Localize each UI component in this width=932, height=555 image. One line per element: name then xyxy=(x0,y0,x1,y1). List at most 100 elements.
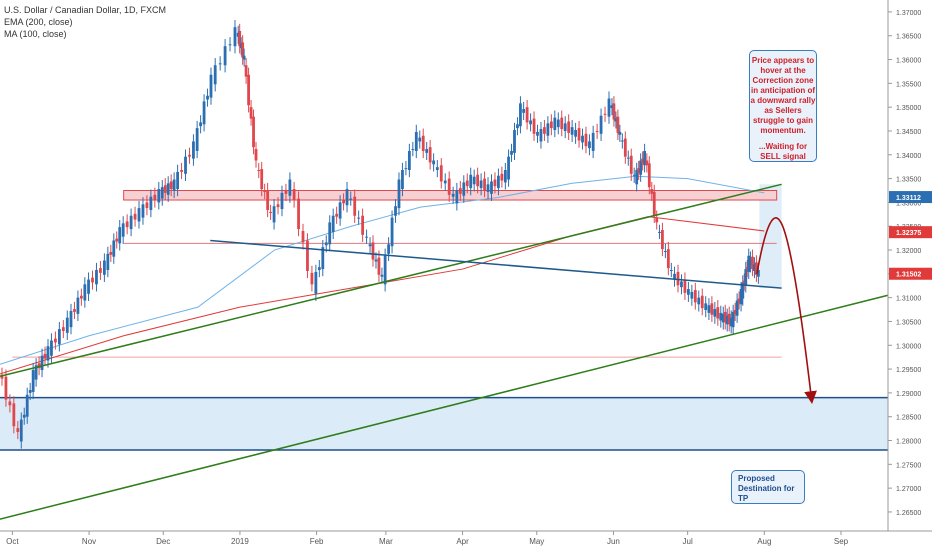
candle-body xyxy=(707,305,711,313)
candle-body xyxy=(414,131,418,151)
candle-body xyxy=(31,370,35,392)
candle-body xyxy=(629,155,633,174)
candle-body xyxy=(755,262,758,275)
candle-body xyxy=(69,310,73,328)
candle-body xyxy=(257,170,261,172)
candle-body xyxy=(252,116,255,148)
time-tick-label: Mar xyxy=(379,537,393,546)
callout-tp-text: Proposed Destination for TP xyxy=(738,474,795,503)
candle-body xyxy=(510,150,513,155)
candle-body xyxy=(157,189,161,203)
candle-body xyxy=(525,107,529,123)
candle-body xyxy=(202,101,206,125)
candle-body xyxy=(574,130,577,137)
price-tick-label: 1.35000 xyxy=(896,105,921,112)
candle-body xyxy=(102,260,106,275)
candle-body xyxy=(591,132,595,151)
candle-body xyxy=(22,414,26,418)
candle-body xyxy=(719,312,723,321)
candle-body xyxy=(310,272,314,285)
candle-body xyxy=(209,74,213,98)
candle-body xyxy=(500,173,504,181)
candle-body xyxy=(129,215,133,230)
price-tick-label: 1.37000 xyxy=(896,10,921,17)
candle-body xyxy=(553,117,557,131)
callout-correction-note: Price appears to hover at the Correction… xyxy=(749,50,817,162)
candle-body xyxy=(650,189,654,194)
candle-body xyxy=(603,113,607,115)
candle-body xyxy=(735,300,739,316)
candle-body xyxy=(577,128,581,141)
candle-body xyxy=(169,181,173,190)
candle-body xyxy=(0,374,4,379)
time-tick-label: Sep xyxy=(834,537,849,546)
candle-body xyxy=(599,115,603,134)
candle-body xyxy=(753,264,756,271)
candle-body xyxy=(428,147,432,163)
target-zone xyxy=(0,397,888,451)
candle-body xyxy=(680,281,683,288)
candle-body xyxy=(297,198,300,230)
candle-body xyxy=(172,179,176,191)
candle-body xyxy=(324,242,328,246)
callout-waiting-text: ...Waiting for SELL signal xyxy=(758,142,808,161)
trendline-upper-rising xyxy=(0,183,782,377)
candle-body xyxy=(721,313,725,323)
candle-body xyxy=(725,315,729,325)
candle-body xyxy=(276,204,280,208)
price-tick-label: 1.28000 xyxy=(896,439,921,446)
candle-body xyxy=(321,247,325,270)
time-tick-label: Jun xyxy=(607,537,620,546)
candle-body xyxy=(79,295,83,299)
candle-body xyxy=(742,280,746,284)
candle-body xyxy=(663,250,667,252)
candle-body xyxy=(263,190,267,192)
candle-body xyxy=(713,309,717,317)
candle-body xyxy=(616,116,620,133)
candle-body xyxy=(635,170,639,185)
price-badge-label: 1.31502 xyxy=(896,272,921,279)
candle-body xyxy=(529,120,532,125)
candle-body xyxy=(76,297,80,314)
candle-body xyxy=(532,118,536,134)
candle-body xyxy=(43,353,47,359)
price-tick-label: 1.33000 xyxy=(896,200,921,207)
candle-body xyxy=(125,221,129,228)
projection-arrow xyxy=(756,217,817,405)
price-tick-label: 1.34500 xyxy=(896,129,921,136)
candle-body xyxy=(192,141,195,159)
candle-body xyxy=(697,297,701,305)
candle-body xyxy=(737,298,741,303)
candle-body xyxy=(163,185,167,193)
candle-body xyxy=(349,198,353,200)
candle-body xyxy=(666,249,670,269)
price-tick-label: 1.27500 xyxy=(896,462,921,469)
candle-body xyxy=(503,170,507,183)
candle-body xyxy=(28,390,32,393)
candle-body xyxy=(425,149,429,153)
candle-body xyxy=(106,253,110,271)
trendline-rising-support xyxy=(0,294,889,520)
time-tick-label: Apr xyxy=(456,537,469,546)
candle-body xyxy=(741,282,745,299)
candle-body xyxy=(236,32,240,37)
candle-body xyxy=(61,327,65,331)
time-tick-label: Feb xyxy=(310,537,324,546)
candle-body xyxy=(99,268,102,273)
price-tick-label: 1.34000 xyxy=(896,153,921,160)
candle-body xyxy=(401,170,404,190)
candle-body xyxy=(641,158,645,164)
candle-body xyxy=(301,230,305,243)
candle-body xyxy=(284,190,288,194)
candle-body xyxy=(335,213,339,217)
candle-body xyxy=(4,376,8,400)
callout-correction-text: Price appears to hover at the Correction… xyxy=(750,56,816,135)
price-badge xyxy=(889,226,932,239)
candle-body xyxy=(213,65,217,85)
candle-body xyxy=(37,363,41,369)
candle-body xyxy=(380,274,384,277)
candle-body xyxy=(620,140,624,142)
candle-body xyxy=(118,227,122,244)
candle-body xyxy=(546,123,550,136)
candle-body xyxy=(8,401,12,406)
